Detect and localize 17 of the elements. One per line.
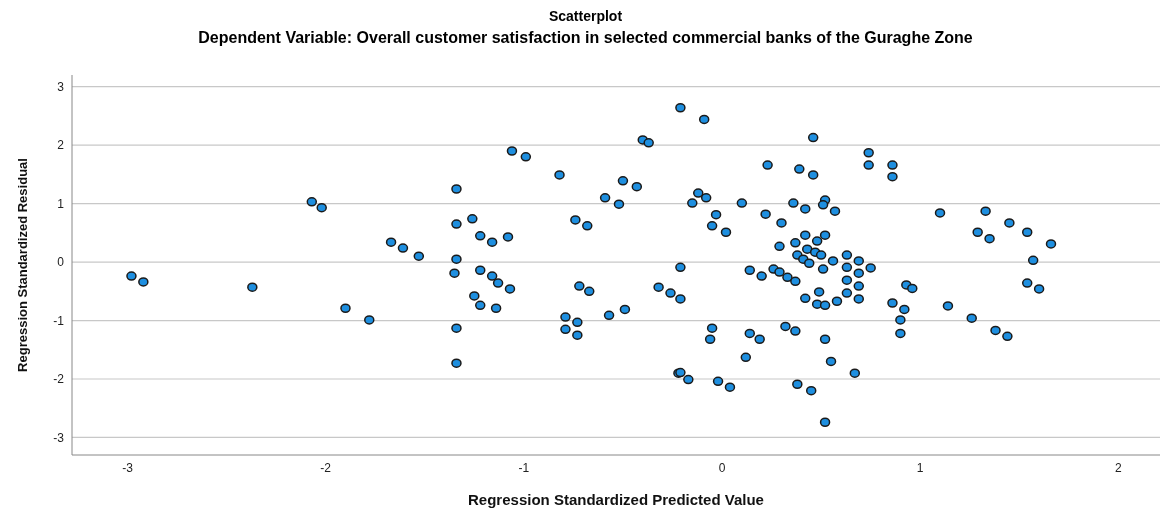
x-tick-label: 1 xyxy=(916,460,924,475)
y-tick-label: 2 xyxy=(57,138,65,153)
x-tick-label: -2 xyxy=(320,460,332,475)
x-axis-title: Regression Standardized Predicted Value xyxy=(468,491,764,508)
y-tick-label: -1 xyxy=(53,313,65,328)
x-tick-label: 0 xyxy=(718,460,726,475)
x-tick-label: -1 xyxy=(518,460,530,475)
chart-title: Scatterplot xyxy=(547,8,624,24)
y-tick-label: 3 xyxy=(57,79,65,94)
x-tick-label: -3 xyxy=(122,460,134,475)
y-tick-label: -3 xyxy=(53,430,65,445)
x-tick-label: 2 xyxy=(1115,460,1123,475)
y-tick-label: 0 xyxy=(57,255,65,270)
y-tick-label: -2 xyxy=(53,372,65,387)
y-tick-label: 1 xyxy=(57,196,65,211)
y-axis-title: Regression Standardized Residual xyxy=(14,158,30,372)
chart-subtitle: Dependent Variable: Overall customer satisfaction in selected commercial banks of the Guraghe Zone xyxy=(197,29,974,47)
